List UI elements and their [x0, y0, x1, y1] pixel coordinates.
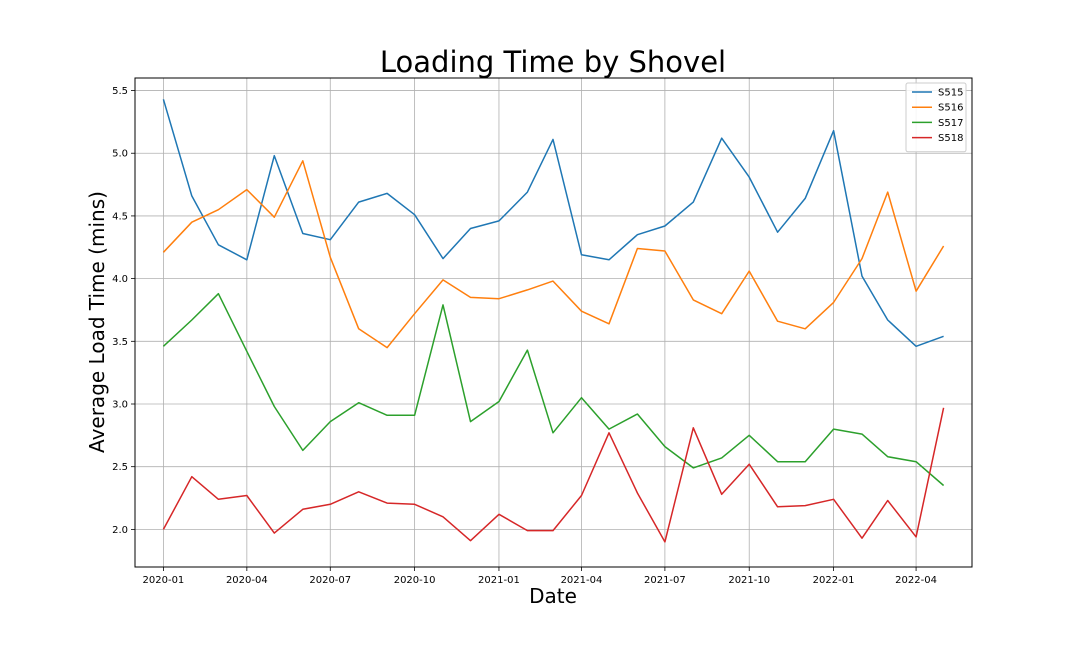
y-tick-label: 2.5 — [112, 462, 128, 473]
x-tick-label: 2020-07 — [309, 575, 351, 586]
y-tick-label: 5.5 — [112, 86, 128, 97]
legend-box — [905, 82, 967, 153]
x-tick-label: 2020-10 — [394, 575, 436, 586]
legend: S515 S516 S517 S518 — [905, 82, 967, 153]
plot-frame — [134, 77, 973, 568]
legend-label: S515 — [938, 88, 963, 99]
x-tick-label: 2022-01 — [813, 575, 855, 586]
x-tick-label: 2021-01 — [478, 575, 520, 586]
y-tick-label: 4.0 — [112, 274, 128, 285]
x-tick-label: 2021-04 — [561, 575, 603, 586]
y-axis-ticks: 2.0 2.5 3.0 3.5 4.0 4.5 5.0 5.5 — [112, 86, 135, 536]
chart-title: Loading Time by Shovel — [380, 45, 726, 79]
x-tick-label: 2021-10 — [728, 575, 770, 586]
y-tick-label: 5.0 — [112, 149, 128, 160]
legend-label: S517 — [938, 118, 963, 129]
x-tick-label: 2021-07 — [644, 575, 686, 586]
series-line-s516 — [162, 160, 945, 349]
series-line-s518 — [162, 407, 945, 543]
y-tick-label: 3.0 — [112, 400, 128, 411]
y-tick-label: 4.5 — [112, 211, 128, 222]
series-line-s515 — [162, 99, 944, 348]
y-axis-label: Average Load Time (mins) — [85, 191, 109, 453]
x-tick-label: 2020-01 — [143, 575, 185, 586]
x-axis-ticks: 2020-01 2020-04 2020-07 2020-10 2021-01 2021-… — [143, 567, 937, 586]
x-tick-label: 2022-04 — [895, 575, 937, 586]
series-line-s517 — [162, 292, 945, 487]
series-lines — [162, 99, 945, 543]
x-tick-label: 2020-04 — [226, 575, 268, 586]
x-axis-label: Date — [529, 584, 577, 608]
y-tick-label: 3.5 — [112, 337, 128, 348]
y-tick-label: 2.0 — [112, 525, 128, 536]
legend-label: S516 — [938, 103, 963, 114]
legend-label: S518 — [938, 133, 963, 144]
